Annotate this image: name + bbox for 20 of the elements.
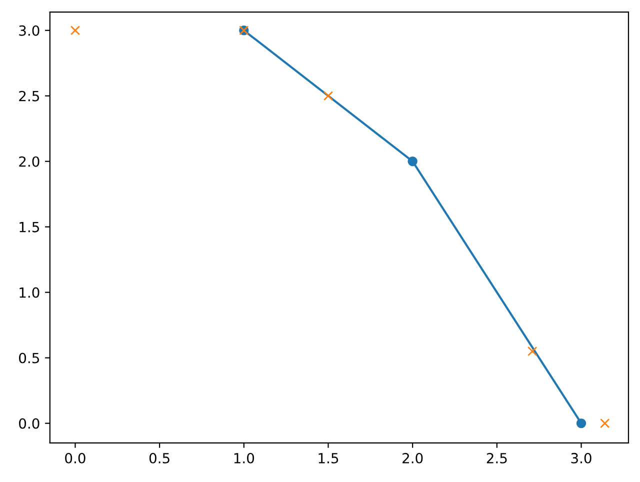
y-tick-label: 0.5 (19, 352, 39, 364)
x-tick-label: 2.5 (486, 452, 507, 464)
x-tick-label: 3.0 (571, 452, 592, 464)
y-tick-label: 1.5 (20, 222, 39, 232)
x-tick-label: 1.5 (318, 453, 338, 464)
y-tick-label: 0.0 (19, 418, 40, 429)
point (527, 346, 538, 356)
x-tick-label: 1.0 (234, 452, 254, 464)
point (408, 156, 418, 166)
point (323, 91, 334, 101)
x-tick-label: 0.0 (65, 452, 86, 464)
point (70, 26, 80, 36)
point (600, 418, 610, 428)
y-tick-label: 1.0 (20, 287, 40, 298)
point (576, 418, 586, 428)
y-tick-label: 2.0 (19, 156, 40, 167)
y-tick-label: 3.0 (19, 25, 40, 36)
y-tick-label: 2.5 (19, 90, 39, 102)
x-tick-label: 0.5 (149, 452, 170, 464)
x-tick-label: 2.0 (402, 452, 423, 464)
